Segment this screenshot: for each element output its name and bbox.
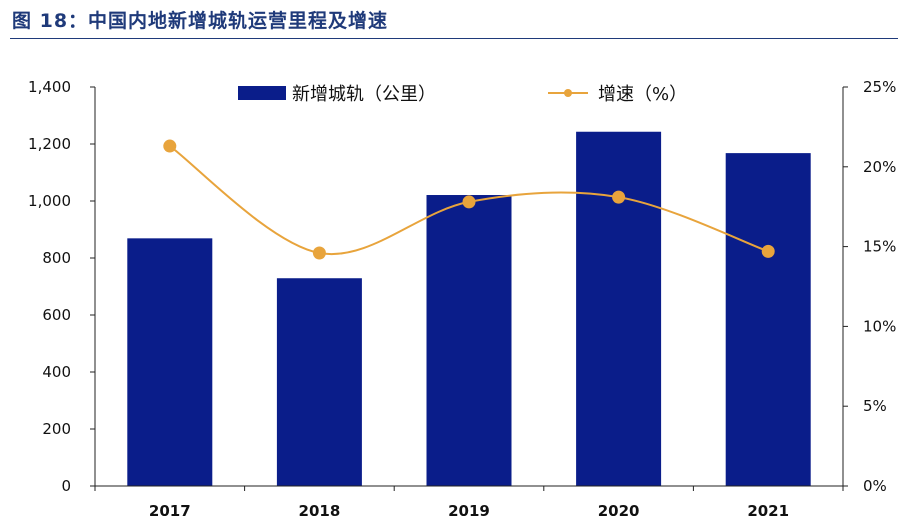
x-tick-label-2021: 2021	[747, 502, 789, 520]
left-tick-label: 1,000	[28, 192, 71, 210]
left-tick-label: 200	[42, 420, 71, 438]
x-tick-label-2019: 2019	[448, 502, 490, 520]
x-axis-ticks: 2017 2018 2019 2020 2021	[94, 486, 844, 520]
left-tick-label: 0	[61, 477, 71, 495]
line-series	[163, 139, 775, 260]
legend-bar-swatch	[238, 86, 286, 100]
legend-line-label: 增速（%）	[598, 84, 687, 105]
growth-point-2019	[462, 195, 476, 209]
right-tick-label: 10%	[863, 317, 896, 335]
title-rule	[10, 38, 898, 39]
right-tick-label: 25%	[863, 78, 896, 96]
left-tick-label: 400	[42, 363, 71, 381]
axes	[94, 87, 844, 487]
legend-line-marker	[564, 89, 572, 97]
right-tick-label: 5%	[863, 397, 887, 415]
bar-2020	[576, 131, 662, 486]
x-tick-label-2020: 2020	[598, 502, 640, 520]
growth-point-2017	[163, 139, 177, 153]
left-tick-label: 600	[42, 306, 71, 324]
right-tick-label: 20%	[863, 158, 896, 176]
bar-2019	[426, 195, 512, 486]
x-tick-label-2017: 2017	[149, 502, 191, 520]
legend: 新增城轨（公里） 增速（%）	[238, 84, 687, 105]
left-tick-label: 1,200	[28, 135, 71, 153]
bar-2018	[276, 278, 362, 486]
bar-2017	[127, 238, 213, 486]
right-tick-label: 15%	[863, 238, 896, 256]
bar-2021	[725, 153, 811, 486]
left-axis-ticks: 0 200 400 600 800 1,000 1,200 1,400	[28, 78, 95, 495]
figure-title: 图 18：中国内地新增城轨运营里程及增速	[12, 10, 389, 32]
left-tick-label: 1,400	[28, 78, 71, 96]
left-tick-label: 800	[42, 249, 71, 267]
growth-point-2018	[312, 246, 326, 260]
right-tick-label: 0%	[863, 477, 887, 495]
bar-series	[127, 131, 811, 486]
x-tick-label-2018: 2018	[299, 502, 341, 520]
growth-point-2020	[612, 190, 626, 204]
right-axis-ticks: 0% 5% 10% 15% 20% 25%	[843, 78, 896, 495]
growth-point-2021	[761, 244, 775, 258]
legend-bar-label: 新增城轨（公里）	[292, 84, 436, 105]
